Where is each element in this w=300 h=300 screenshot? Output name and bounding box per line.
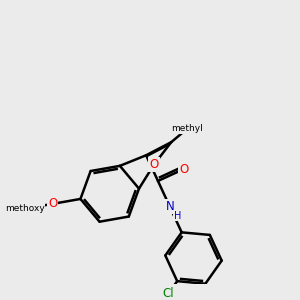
Text: N: N [165,200,174,213]
Text: methyl: methyl [172,124,203,133]
Text: methoxy: methoxy [5,204,45,213]
Text: Cl: Cl [162,287,174,300]
Text: O: O [149,158,159,171]
Text: O: O [48,197,57,210]
Text: O: O [179,163,188,176]
Text: H: H [174,211,182,221]
